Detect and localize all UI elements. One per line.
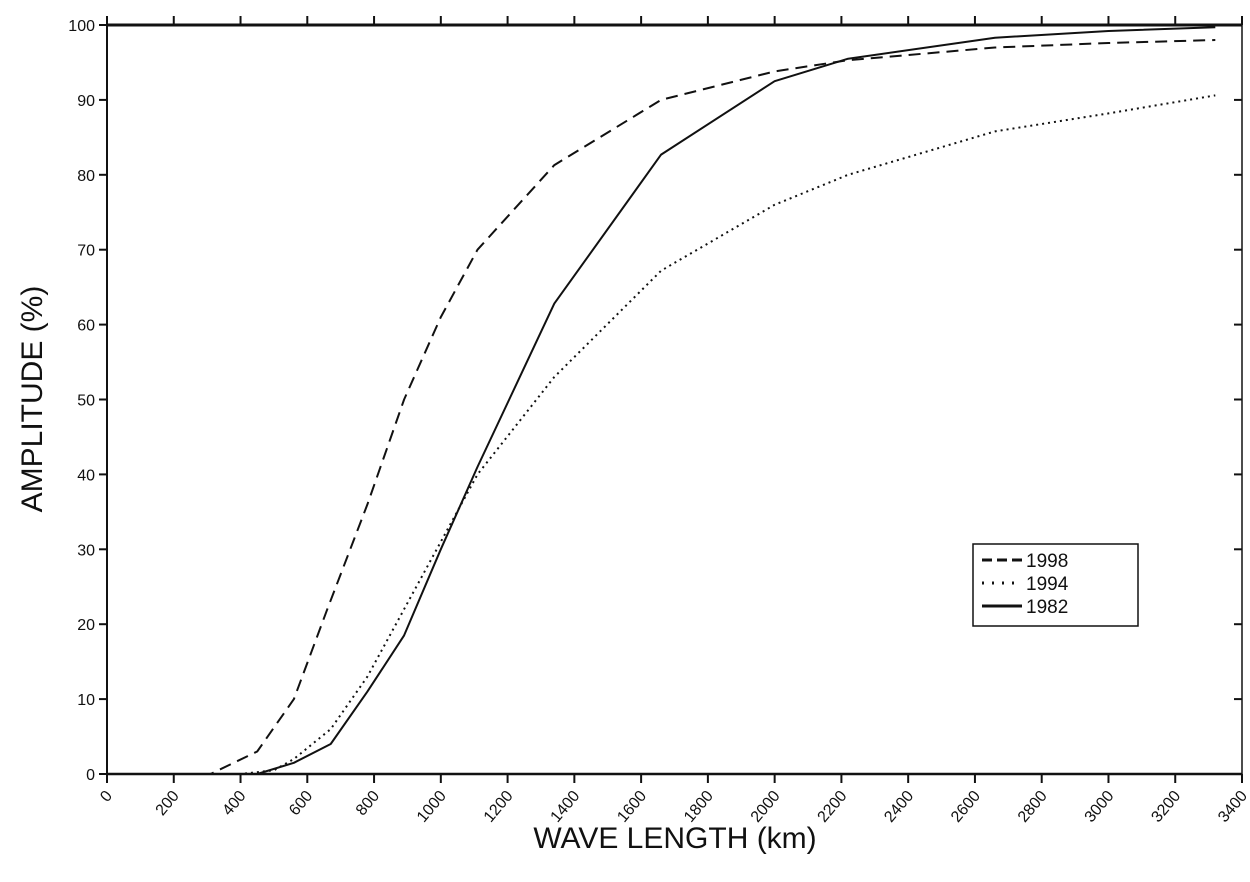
x-tick-label: 1600 [614,788,650,826]
y-tick-label: 100 [68,18,95,35]
ticks-group: 0 200 400 600 800 1000 1200 1400 1600 1800 2000 220… [68,16,1250,826]
x-tick-label: 400 [219,788,249,819]
plot-frame [106,24,1243,775]
series-line-1982 [107,26,1216,775]
y-tick-label: 60 [77,318,95,335]
x-tick-label: 200 [153,788,183,819]
x-axis-label: WAVE LENGTH (km) [533,822,816,855]
axes-group [106,23,1243,776]
x-tick-label: 2400 [881,788,917,826]
x-tick-label: 1000 [414,788,450,826]
series-group [107,26,1216,775]
legend-label-1998: 1998 [1026,551,1068,572]
y-tick-label: 90 [77,93,95,110]
y-tick-label: 20 [77,617,95,634]
y-tick-label: 80 [77,168,95,185]
x-tick-label: 3000 [1082,788,1118,826]
x-tick-label: 1800 [681,788,717,826]
series-line-1994 [107,94,1216,775]
series-line-1998 [107,39,1216,775]
x-tick-label: 1200 [481,788,517,826]
x-tick-label: 2000 [748,788,784,826]
x-tick-label: 600 [286,788,316,819]
y-tick-label: 40 [77,467,95,484]
x-tick-label: 2200 [815,788,851,826]
y-tick-label: 0 [86,767,95,784]
x-tick-label: 800 [353,788,383,819]
x-tick-label: 2600 [948,788,984,826]
x-tick-label: 3400 [1215,788,1250,826]
y-axis-label: AMPLITUDE (%) [16,286,49,513]
x-tick-label: 3200 [1148,788,1184,826]
x-tick-label: 2800 [1015,788,1051,826]
y-tick-label: 70 [77,243,95,260]
y-tick-label: 50 [77,393,95,410]
y-tick-label: 30 [77,542,95,559]
legend-label-1982: 1982 [1026,597,1068,618]
y-tick-label: 10 [77,692,95,709]
legend-label-1994: 1994 [1026,574,1069,595]
legend-box [972,543,1139,627]
x-tick-label: 1400 [548,788,584,826]
x-tick-label: 0 [97,788,116,806]
